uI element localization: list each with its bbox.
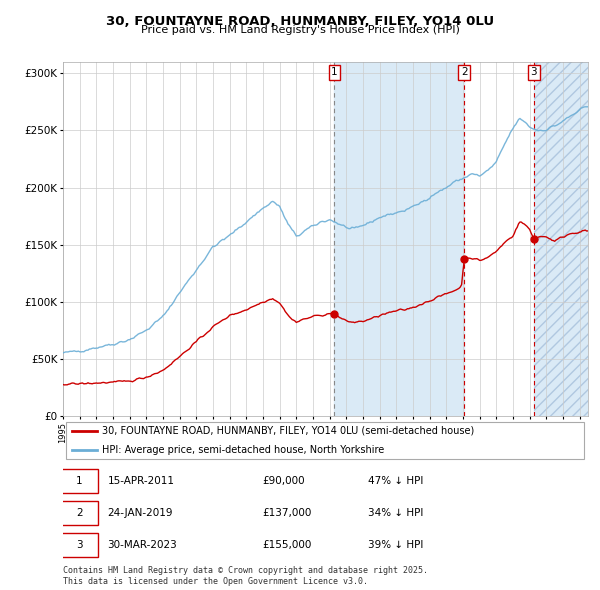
Text: 3: 3 [76,540,83,550]
Text: Contains HM Land Registry data © Crown copyright and database right 2025.
This d: Contains HM Land Registry data © Crown c… [63,566,428,586]
Text: 1: 1 [76,476,83,486]
FancyBboxPatch shape [65,422,584,458]
Text: 34% ↓ HPI: 34% ↓ HPI [367,509,423,518]
Text: 30-MAR-2023: 30-MAR-2023 [107,540,178,550]
Bar [334,62,464,416]
Text: £90,000: £90,000 [263,476,305,486]
Bar [534,62,588,416]
Text: £155,000: £155,000 [263,540,312,550]
Text: 30, FOUNTAYNE ROAD, HUNMANBY, FILEY, YO14 0LU (semi-detached house): 30, FOUNTAYNE ROAD, HUNMANBY, FILEY, YO1… [103,426,475,436]
Text: Price paid vs. HM Land Registry's House Price Index (HPI): Price paid vs. HM Land Registry's House … [140,25,460,35]
Text: 15-APR-2011: 15-APR-2011 [107,476,175,486]
Text: 2: 2 [76,509,83,518]
Text: 2: 2 [461,67,467,77]
FancyBboxPatch shape [61,469,98,493]
Text: £137,000: £137,000 [263,509,312,518]
Text: HPI: Average price, semi-detached house, North Yorkshire: HPI: Average price, semi-detached house,… [103,445,385,455]
Text: 3: 3 [530,67,537,77]
Bar [534,62,588,416]
Text: 47% ↓ HPI: 47% ↓ HPI [367,476,423,486]
FancyBboxPatch shape [61,533,98,558]
Text: 30, FOUNTAYNE ROAD, HUNMANBY, FILEY, YO14 0LU: 30, FOUNTAYNE ROAD, HUNMANBY, FILEY, YO1… [106,15,494,28]
Text: 39% ↓ HPI: 39% ↓ HPI [367,540,423,550]
FancyBboxPatch shape [61,502,98,525]
Text: 1: 1 [331,67,338,77]
Text: 24-JAN-2019: 24-JAN-2019 [107,509,173,518]
